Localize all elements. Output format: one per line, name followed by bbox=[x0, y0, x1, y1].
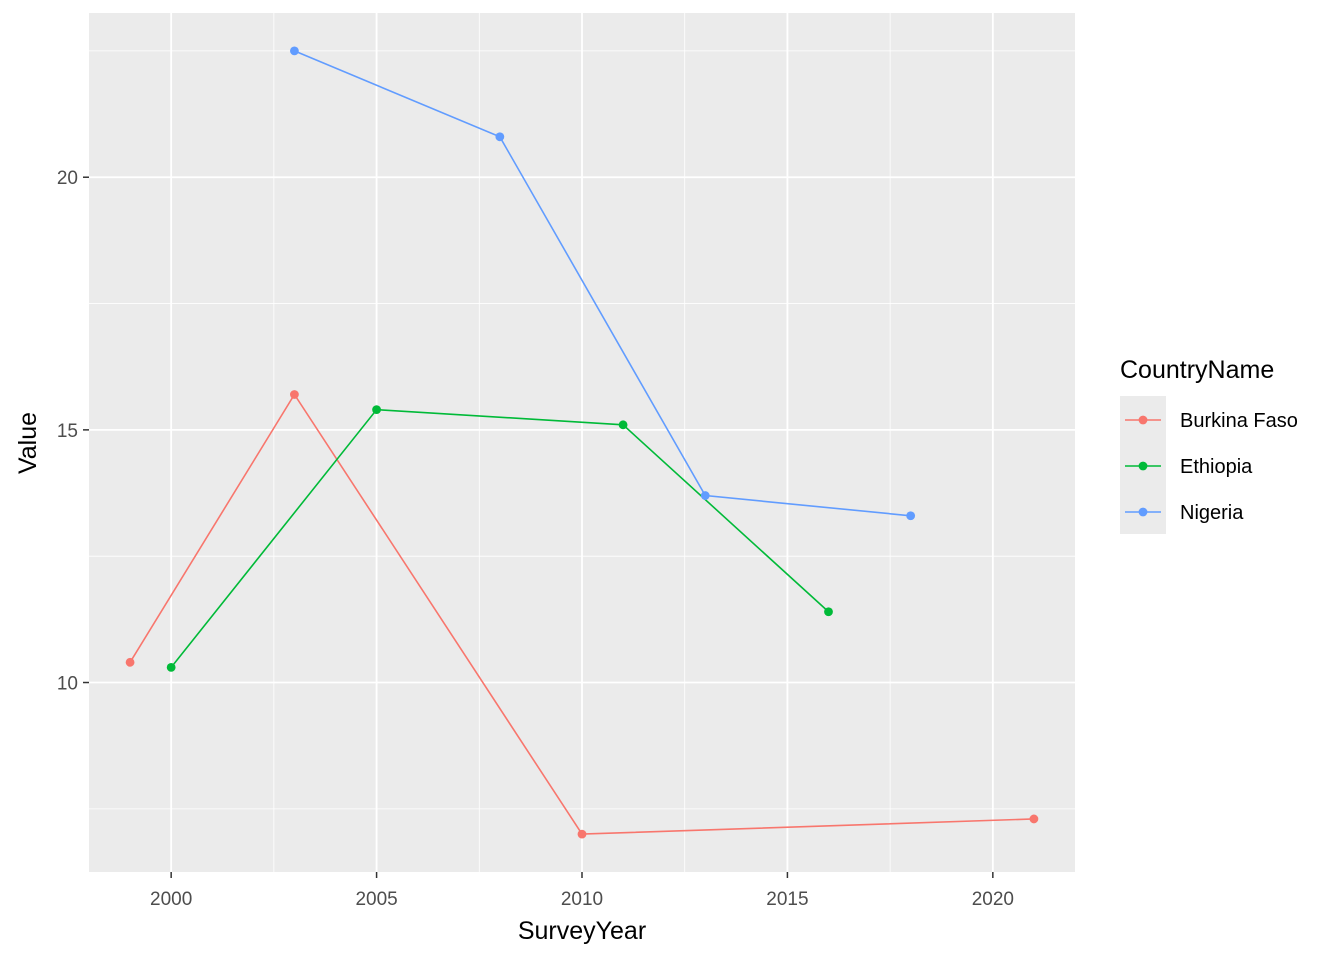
legend-key-point bbox=[1138, 507, 1148, 517]
x-tick-label: 2005 bbox=[355, 889, 397, 910]
legend-items: Burkina Faso Ethiopia Nigeria bbox=[1120, 396, 1298, 534]
data-point bbox=[824, 607, 833, 617]
legend-label: Nigeria bbox=[1180, 502, 1244, 524]
data-point bbox=[125, 657, 135, 667]
series-layer bbox=[125, 46, 1039, 839]
data-point bbox=[700, 491, 710, 500]
series-ethiopia bbox=[166, 405, 833, 672]
legend-item: Ethiopia bbox=[1125, 456, 1253, 478]
series-line bbox=[129, 393, 1034, 835]
series-burkina-faso bbox=[125, 390, 1039, 839]
series-nigeria bbox=[290, 46, 916, 521]
legend-label: Ethiopia bbox=[1180, 456, 1253, 478]
x-tick-label: 2015 bbox=[766, 889, 808, 910]
series-line bbox=[170, 408, 830, 668]
legend-key-point bbox=[1138, 461, 1148, 471]
legend-key-point bbox=[1138, 415, 1148, 425]
data-point bbox=[495, 132, 505, 142]
legend-item: Nigeria bbox=[1125, 502, 1244, 524]
data-point bbox=[166, 662, 176, 672]
data-point bbox=[577, 829, 587, 839]
x-tick-label: 2010 bbox=[561, 889, 603, 910]
y-tick-label: 10 bbox=[57, 674, 78, 695]
x-tick-label: 2020 bbox=[972, 889, 1014, 910]
data-point bbox=[906, 511, 916, 521]
grid bbox=[89, 13, 1075, 872]
y-tick-label: 20 bbox=[57, 168, 78, 189]
y-axis-title: Value bbox=[14, 412, 42, 474]
data-point bbox=[290, 390, 299, 399]
legend: CountryName Burkina Faso Ethiopia Nigeria bbox=[1120, 356, 1298, 534]
axes: 2000 2005 2010 2015 2020 10 15 20 bbox=[57, 168, 1014, 910]
x-tick-label: 2000 bbox=[150, 889, 192, 910]
legend-title: CountryName bbox=[1120, 356, 1274, 384]
x-axis-title: SurveyYear bbox=[518, 917, 646, 945]
series-line bbox=[294, 50, 911, 517]
legend-item: Burkina Faso bbox=[1125, 410, 1298, 432]
legend-label: Burkina Faso bbox=[1180, 410, 1298, 432]
data-point bbox=[1029, 814, 1039, 824]
data-point bbox=[290, 46, 299, 56]
data-point bbox=[618, 420, 628, 430]
data-point bbox=[372, 405, 381, 415]
y-tick-label: 15 bbox=[57, 421, 78, 442]
